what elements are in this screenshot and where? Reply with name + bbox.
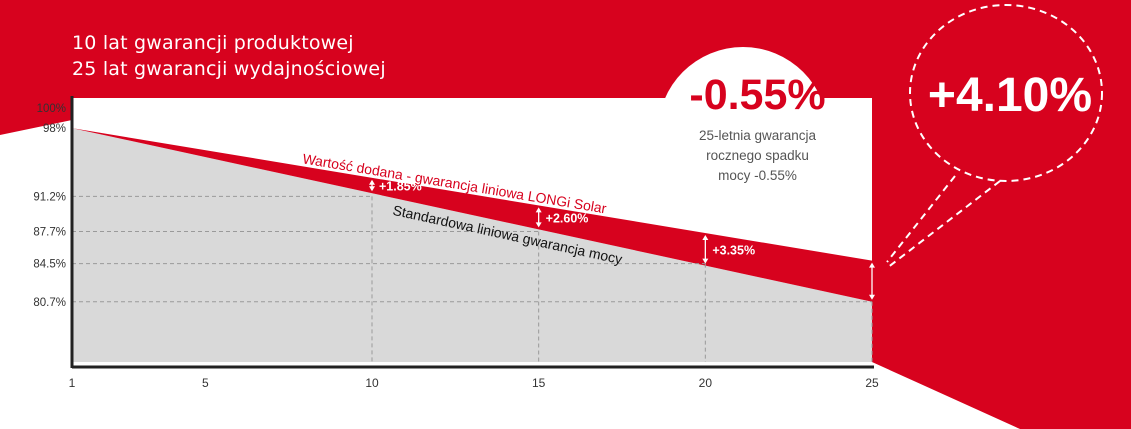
standard-warranty-area bbox=[72, 128, 872, 362]
degradation-value: -0.55% bbox=[689, 71, 826, 119]
y-tick-label: 100% bbox=[37, 103, 66, 115]
y-tick-label: 87.7% bbox=[33, 227, 66, 239]
bubble-outline bbox=[909, 4, 1103, 182]
gain-arrow-head bbox=[869, 294, 875, 300]
y-tick-label: 84.5% bbox=[33, 259, 66, 271]
gain-arrow-head bbox=[535, 222, 542, 228]
product-warranty-title: 10 lat gwarancji produktowej bbox=[72, 32, 354, 54]
y-tick-label: 98% bbox=[43, 123, 66, 135]
performance-warranty-title: 25 lat gwarancji wydajnościowej bbox=[72, 58, 386, 80]
gain-label: +1.85% bbox=[379, 180, 422, 194]
x-tick-label: 20 bbox=[699, 376, 713, 390]
x-tick-label: 1 bbox=[69, 376, 76, 390]
longi-added-value-band bbox=[72, 128, 872, 302]
degradation-note-line: 25-letnia gwarancja bbox=[698, 128, 817, 143]
degradation-note-line: rocznego spadku bbox=[706, 148, 809, 163]
x-tick-label: 25 bbox=[865, 376, 879, 390]
highlight-circle bbox=[658, 47, 828, 217]
x-tick-label: 5 bbox=[202, 376, 209, 390]
x-tick-label: 15 bbox=[532, 376, 546, 390]
y-tick-label: 91.2% bbox=[33, 191, 66, 203]
degradation-callout: -0.55% 25-letnia gwarancja rocznego spad… bbox=[660, 72, 855, 186]
total-gain-value: +4.10% bbox=[927, 69, 1093, 122]
bubble-pointer bbox=[886, 175, 1001, 269]
gain-label: +3.35% bbox=[712, 243, 755, 257]
gain-arrow-head bbox=[369, 179, 375, 185]
gain-arrow-head bbox=[369, 186, 375, 192]
gain-arrow-head bbox=[535, 207, 542, 213]
gain-label: +2.60% bbox=[546, 211, 589, 225]
x-tick-label: 10 bbox=[365, 376, 379, 390]
y-tick-label: 80.7% bbox=[33, 297, 66, 309]
gain-arrow-head bbox=[702, 235, 709, 241]
degradation-note-line: mocy -0.55% bbox=[718, 168, 797, 183]
gain-arrow-head bbox=[869, 262, 875, 268]
gain-arrow-head bbox=[702, 258, 709, 264]
